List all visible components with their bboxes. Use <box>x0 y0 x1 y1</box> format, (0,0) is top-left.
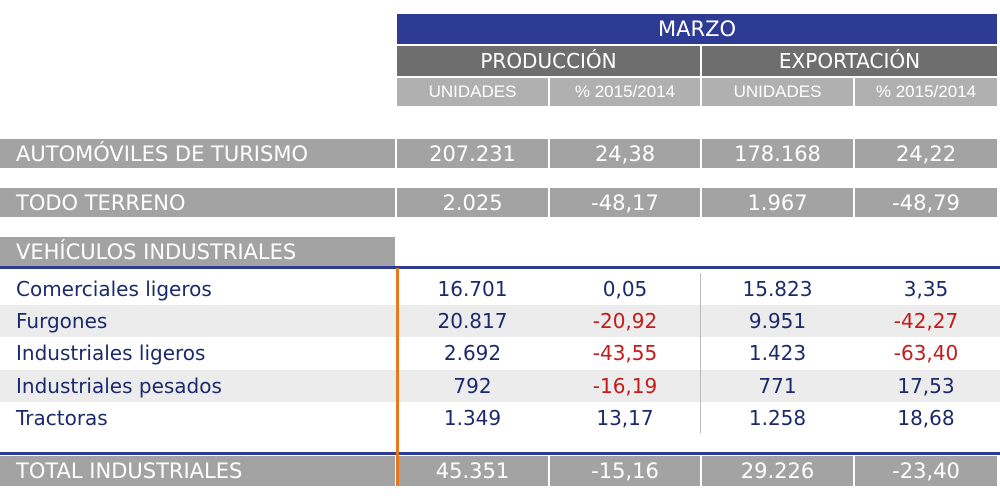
row-label: Furgones <box>16 309 108 333</box>
row-label: Comerciales ligeros <box>16 277 212 301</box>
cell: 3,35 <box>903 277 949 301</box>
cell: 16.701 <box>437 277 508 301</box>
divider <box>0 452 1000 455</box>
column-header: % 2015/2014 <box>855 78 997 106</box>
cell: 24,38 <box>550 139 700 168</box>
row-label: Industriales ligeros <box>16 341 206 365</box>
cell: 24,22 <box>855 139 997 168</box>
row-shade <box>0 370 1000 402</box>
cell: 792 <box>453 374 492 398</box>
cell: 18,68 <box>897 406 955 430</box>
cell: 178.168 <box>702 139 853 168</box>
column-divider <box>700 273 701 433</box>
row-label: Tractoras <box>16 406 108 430</box>
cell: 45.351 <box>397 456 548 486</box>
group-header: PRODUCCIÓN <box>397 46 700 76</box>
row-label: TODO TERRENO <box>0 188 395 217</box>
cell: 0,05 <box>602 277 648 301</box>
cell: -15,16 <box>550 456 700 486</box>
cell: 1.423 <box>748 341 807 365</box>
cell: 9.951 <box>748 309 807 333</box>
section-label: VEHÍCULOS INDUSTRIALES <box>0 237 395 267</box>
cell: 2.025 <box>397 188 548 217</box>
group-header: EXPORTACIÓN <box>702 46 997 76</box>
cell: 20.817 <box>437 309 508 333</box>
row-label: AUTOMÓVILES DE TURISMO <box>0 139 395 168</box>
row-label: TOTAL INDUSTRIALES <box>0 456 395 486</box>
cell: -43,55 <box>592 341 658 365</box>
header-title: MARZO <box>397 14 997 44</box>
cell: 1.967 <box>702 188 853 217</box>
cell: -20,92 <box>592 309 658 333</box>
cell: -63,40 <box>893 341 959 365</box>
column-header: % 2015/2014 <box>550 78 700 106</box>
cell: 207.231 <box>397 139 548 168</box>
cell: 771 <box>758 374 797 398</box>
row-shade <box>0 305 1000 337</box>
column-header: UNIDADES <box>702 78 853 106</box>
cell: 1.349 <box>443 406 502 430</box>
cell: -16,19 <box>592 374 658 398</box>
cell: 13,17 <box>596 406 654 430</box>
cell: -23,40 <box>855 456 997 486</box>
cell: 1.258 <box>748 406 807 430</box>
divider <box>0 266 1000 269</box>
cell: 15.823 <box>742 277 813 301</box>
accent-line <box>396 268 399 486</box>
cell: -48,79 <box>855 188 997 217</box>
cell: -42,27 <box>893 309 959 333</box>
cell: 17,53 <box>897 374 955 398</box>
cell: -48,17 <box>550 188 700 217</box>
row-label: Industriales pesados <box>16 374 222 398</box>
cell: 2.692 <box>443 341 502 365</box>
cell: 29.226 <box>702 456 853 486</box>
column-header: UNIDADES <box>397 78 548 106</box>
